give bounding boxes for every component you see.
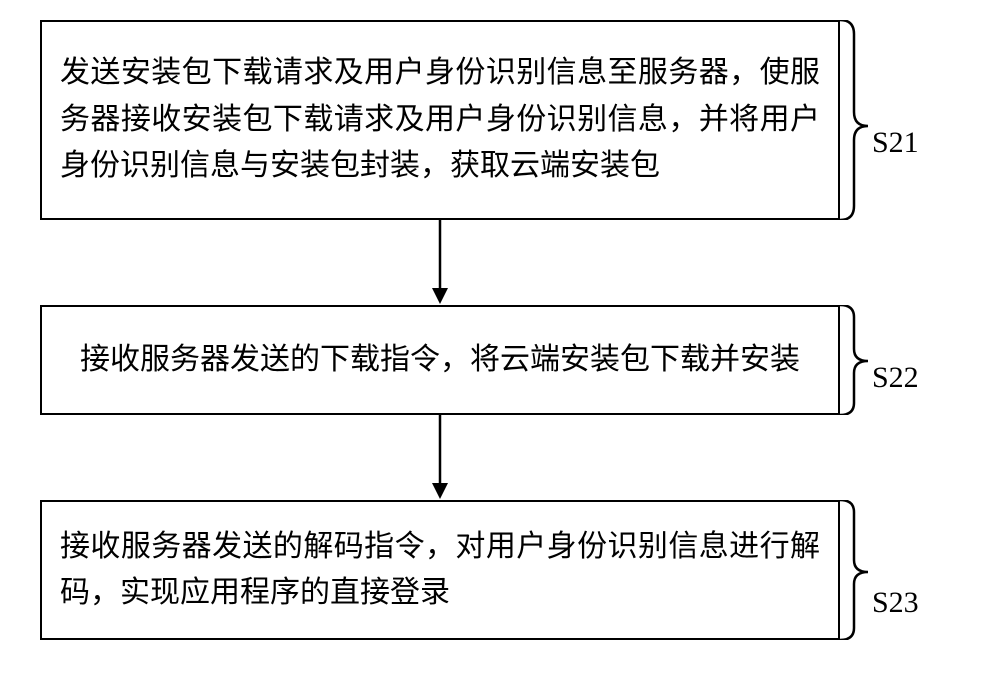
step-box-s21: 发送安装包下载请求及用户身份识别信息至服务器，使服务器接收安装包下载请求及用户身…: [40, 20, 840, 220]
step-label-s21: S21: [872, 126, 919, 160]
step-box-s22: 接收服务器发送的下载指令，将云端安装包下载并安装: [40, 305, 840, 415]
step-row-s21: 发送安装包下载请求及用户身份识别信息至服务器，使服务器接收安装包下载请求及用户身…: [40, 20, 919, 220]
label-group-s23: S23: [840, 500, 919, 640]
flowchart-container: 发送安装包下载请求及用户身份识别信息至服务器，使服务器接收安装包下载请求及用户身…: [0, 0, 1000, 676]
step-label-s23: S23: [872, 586, 919, 620]
label-group-s21: S21: [840, 20, 919, 220]
bracket-s22: [840, 305, 868, 415]
step-text-s21: 发送安装包下载请求及用户身份识别信息至服务器，使服务器接收安装包下载请求及用户身…: [60, 50, 820, 190]
label-group-s22: S22: [840, 305, 919, 415]
arrow-s22-s23: [40, 415, 840, 499]
step-row-s23: 接收服务器发送的解码指令，对用户身份识别信息进行解码，实现应用程序的直接登录 S…: [40, 500, 919, 640]
bracket-s23: [840, 500, 868, 640]
step-text-s23: 接收服务器发送的解码指令，对用户身份识别信息进行解码，实现应用程序的直接登录: [60, 524, 820, 617]
step-label-s22: S22: [872, 361, 919, 395]
step-text-s22: 接收服务器发送的下载指令，将云端安装包下载并安装: [80, 337, 800, 384]
step-row-s22: 接收服务器发送的下载指令，将云端安装包下载并安装 S22: [40, 305, 919, 415]
bracket-s21: [840, 20, 868, 220]
step-box-s23: 接收服务器发送的解码指令，对用户身份识别信息进行解码，实现应用程序的直接登录: [40, 500, 840, 640]
arrow-s21-s22: [40, 220, 840, 304]
